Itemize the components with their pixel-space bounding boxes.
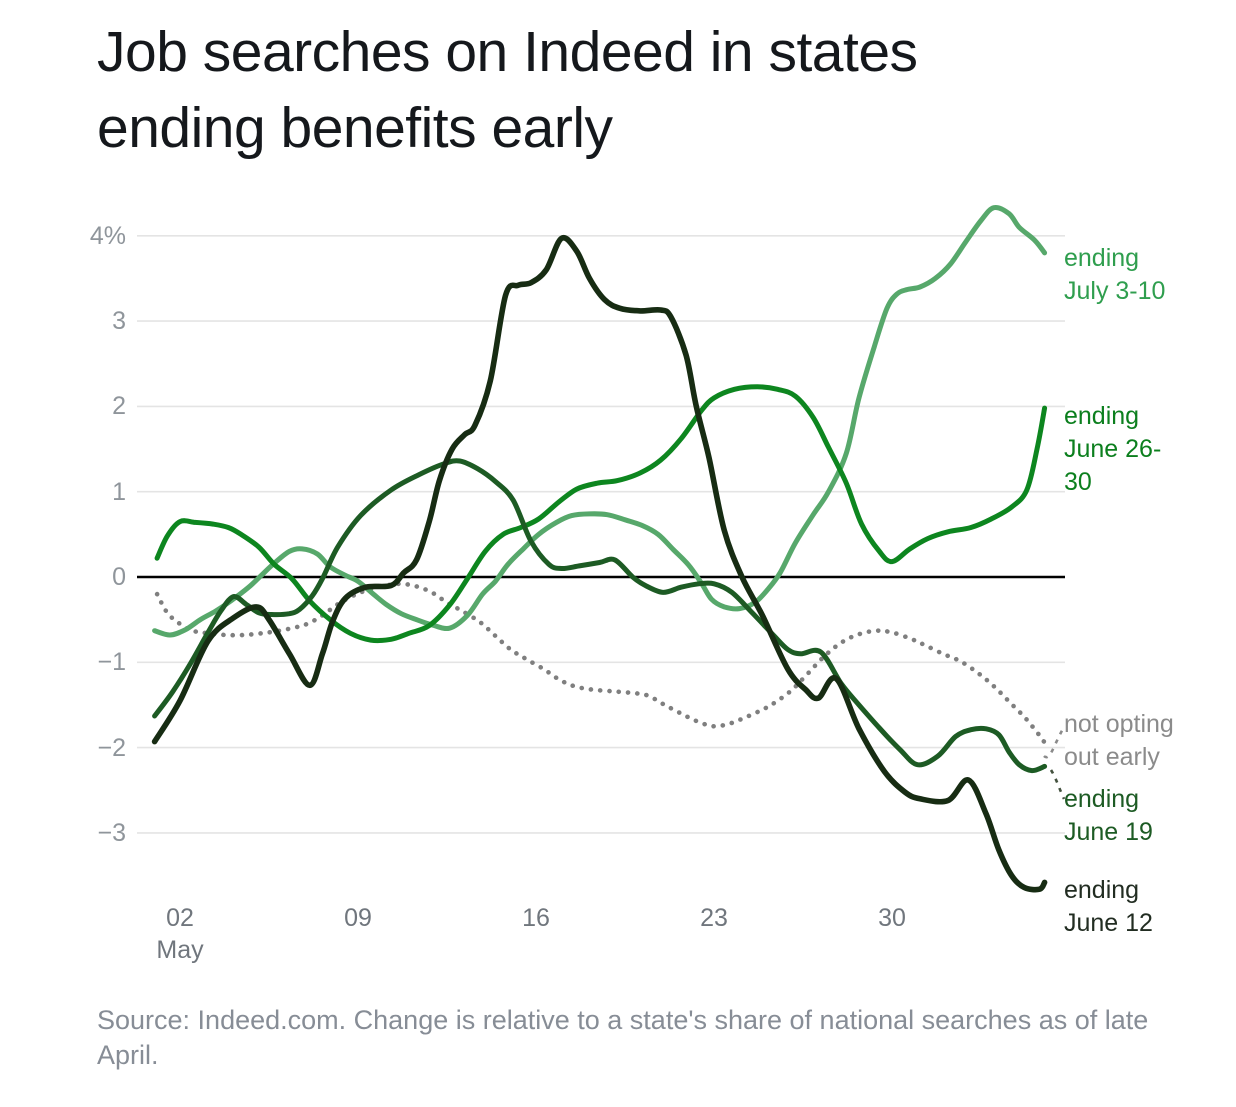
y-tick-label-−2: −2 — [97, 733, 126, 762]
y-tick-label-2: 2 — [112, 392, 126, 421]
series-label-ending-june-19: ending June 19 — [1064, 785, 1153, 846]
source-note: Source: Indeed.com. Change is relative t… — [97, 1005, 1149, 1070]
x-axis-month-label: May — [156, 936, 204, 964]
series-line-ending-june-19 — [152, 458, 1048, 774]
x-tick-label-02: 02 — [166, 904, 194, 932]
y-tick-label-0: 0 — [112, 563, 126, 591]
series-label-not-opting-out-early: not opting out early — [1064, 710, 1174, 771]
x-tick-label-23: 23 — [700, 904, 728, 932]
y-tick-label-−3: −3 — [97, 818, 126, 847]
series-label-ending-june-26-30: ending June 26- 30 — [1064, 402, 1162, 496]
chart-title: Job searches on Indeed in states ending … — [97, 14, 1157, 166]
series-label-ending-june-12: ending June 12 — [1064, 876, 1153, 937]
y-tick-label-−1: −1 — [97, 648, 126, 677]
series-label-ending-july-3-10: ending July 3-10 — [1064, 244, 1166, 305]
x-tick-label-16: 16 — [522, 904, 550, 932]
series-line-ending-july-3-10 — [152, 204, 1048, 638]
series-line-not-opting-out-early — [154, 581, 1047, 745]
y-tick-label-3: 3 — [112, 307, 126, 336]
leader-ending-june-19 — [1049, 769, 1066, 800]
chart-title-line-1: Job searches on Indeed in states — [97, 20, 918, 84]
y-tick-label-4%: 4% — [89, 221, 126, 250]
x-tick-label-09: 09 — [344, 904, 372, 932]
series-line-ending-june-12 — [151, 235, 1048, 893]
leader-not-opting-out-early — [1043, 726, 1066, 759]
chart-title-line-2: ending benefits early — [97, 96, 613, 160]
series-line-ending-june-26-30 — [154, 384, 1048, 644]
y-tick-label-1: 1 — [112, 477, 126, 506]
x-tick-label-30: 30 — [878, 904, 906, 932]
